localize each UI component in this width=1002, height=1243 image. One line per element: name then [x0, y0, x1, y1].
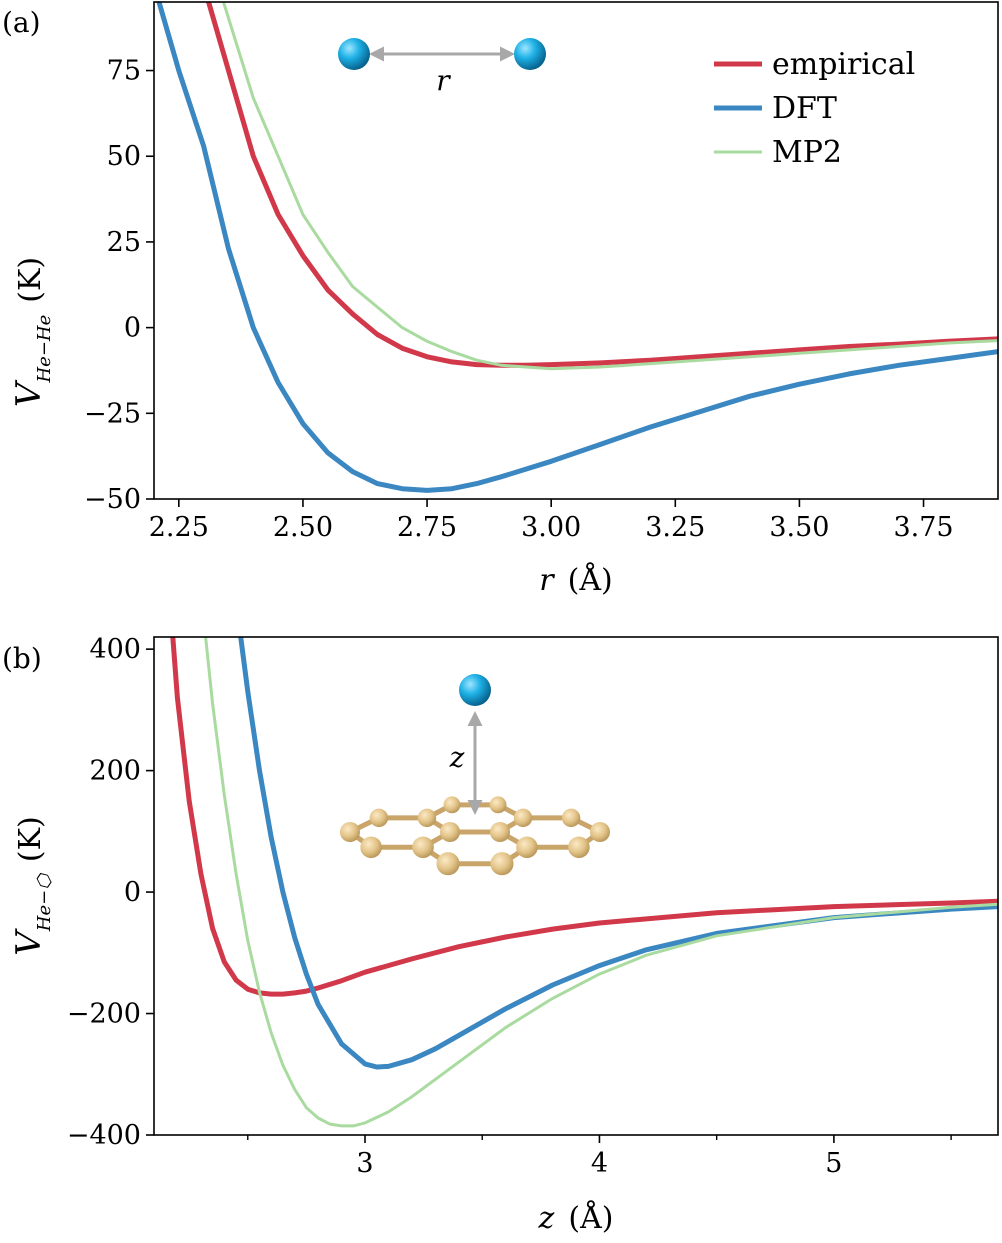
inset-distance-label: r — [436, 64, 451, 97]
y-tick-label: −25 — [84, 398, 141, 429]
series-line-empirical — [170, 637, 998, 997]
carbon-atom — [443, 796, 461, 814]
y-tick-label: 200 — [89, 756, 141, 787]
panel-b: (b) z 3 4 5 −400 −200 0 200 400 VHe−⬡ (K) z (Å) — [2, 634, 999, 1236]
y-tick-label: 400 — [89, 634, 141, 665]
panel-b-plot-area — [170, 637, 998, 1128]
legend-item-mp2: MP2 — [714, 135, 842, 170]
y-tick-label: 25 — [107, 227, 141, 258]
panel-a-frame — [153, 1, 999, 500]
helium-atom-right — [514, 38, 546, 70]
x-tick-label: 2.75 — [397, 512, 457, 543]
x-tick-label: 3.50 — [769, 512, 829, 543]
carbon-atom — [516, 836, 538, 859]
helium-atom — [459, 674, 491, 706]
x-tick-label: 3.25 — [645, 512, 705, 543]
carbon-atom — [590, 822, 610, 842]
helium-atom-left — [338, 38, 370, 70]
y-tick-label: 0 — [124, 313, 141, 344]
carbon-atom — [412, 836, 434, 859]
series-line-dft — [156, 2, 998, 493]
legend-label: DFT — [772, 91, 837, 126]
panel-b-y-axis-unit: (K) — [13, 816, 48, 862]
legend-item-empirical: empirical — [714, 47, 915, 82]
series-line-empirical — [206, 2, 998, 368]
dimer-inset: r — [338, 38, 546, 97]
y-tick-label: −50 — [84, 484, 141, 515]
panel-b-x-axis-label: z (Å) — [538, 1200, 614, 1236]
x-tick-label: 3.75 — [893, 512, 953, 543]
carbon-atom — [340, 822, 360, 842]
series-line-mp2 — [204, 637, 998, 1128]
y-tick-label: 0 — [124, 877, 141, 908]
carbon-atom — [436, 852, 460, 876]
x-tick-label: 2.25 — [149, 512, 209, 543]
graphene-atoms — [340, 796, 610, 876]
panel-a-axes: 2.25 2.50 2.75 3.00 3.25 3.50 3.75 −50 −25 0 25 50 7… — [84, 1, 999, 543]
series-line-dft — [238, 637, 998, 1070]
carbon-atom — [360, 836, 382, 859]
y-tick-label: 75 — [107, 56, 141, 87]
carbon-atom — [513, 808, 533, 828]
panel-a-plot-area — [156, 2, 998, 493]
carbon-atom — [568, 836, 590, 859]
y-tick-label: 50 — [107, 141, 141, 172]
panel-a-y-axis-label: VHe−He (K) — [9, 257, 55, 407]
carbon-atom — [489, 796, 507, 814]
carbon-atom — [440, 822, 460, 842]
legend-item-dft: DFT — [714, 91, 837, 126]
panel-a-y-axis-variable: V — [9, 379, 49, 407]
panel-a-x-axis-label: r (Å) — [539, 562, 612, 598]
carbon-atom — [561, 808, 581, 828]
legend-label: empirical — [772, 47, 915, 82]
panel-a-label: (a) — [2, 6, 41, 39]
legend: empirical DFT MP2 — [714, 47, 915, 170]
carbon-atom — [417, 808, 437, 828]
panel-b-y-axis-subscript: He−⬡ — [34, 873, 55, 932]
x-tick-label: 5 — [825, 1148, 842, 1179]
panel-a-x-axis-unit: (Å) — [568, 562, 613, 598]
panel-b-x-axis-variable: z — [538, 1201, 555, 1236]
graphene-inset: z — [340, 674, 610, 876]
x-tick-label: 2.50 — [273, 512, 333, 543]
panel-a-x-axis-variable: r — [539, 563, 555, 598]
series-line-mp2 — [222, 2, 998, 371]
graphene-bonds — [348, 802, 602, 867]
carbon-atom — [490, 822, 510, 842]
panel-b-y-axis-label: VHe−⬡ (K) — [9, 816, 55, 956]
panel-b-axes: 3 4 5 −400 −200 0 200 400 — [67, 634, 999, 1179]
panel-a-y-axis-unit: (K) — [13, 257, 48, 303]
panel-b-frame — [153, 636, 999, 1136]
carbon-atom — [369, 808, 389, 828]
inset-height-label: z — [449, 741, 465, 774]
panel-b-x-axis-unit: (Å) — [568, 1200, 613, 1236]
legend-label: MP2 — [772, 135, 842, 170]
y-tick-label: −400 — [67, 1120, 141, 1151]
carbon-atom — [490, 852, 514, 876]
panel-b-label: (b) — [2, 642, 42, 675]
panel-a-y-axis-subscript: He−He — [34, 315, 55, 384]
y-tick-label: −200 — [67, 999, 141, 1030]
x-tick-label: 3 — [356, 1148, 373, 1179]
x-tick-label: 3.00 — [521, 512, 581, 543]
x-tick-label: 4 — [591, 1148, 608, 1179]
panel-b-y-axis-variable: V — [9, 928, 49, 956]
panel-a: (a) r 2.25 2.50 2.75 3.00 3.25 3.50 3.75 −50 −25… — [2, 1, 999, 598]
